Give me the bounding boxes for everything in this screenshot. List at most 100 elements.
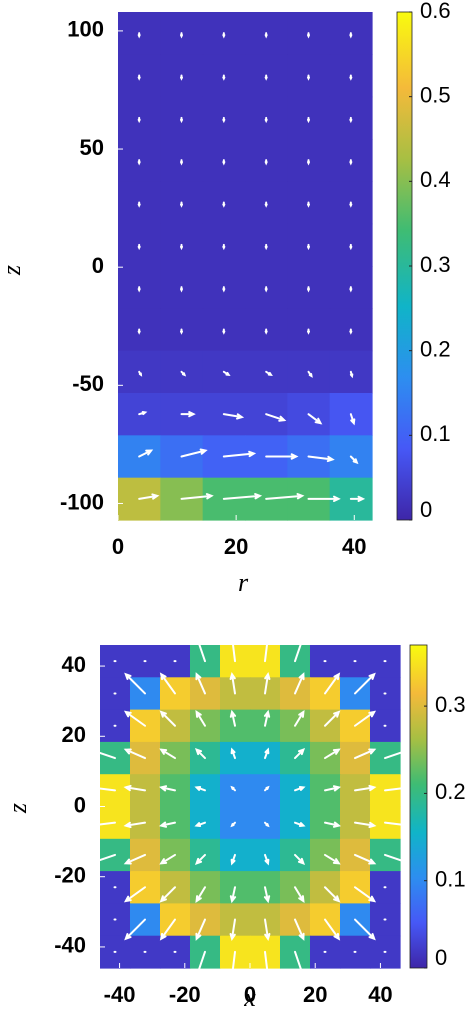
quiver-arrow xyxy=(222,370,231,377)
quiver-arrow xyxy=(264,159,268,166)
quiver-arrow xyxy=(307,413,323,425)
quiver-arrow xyxy=(137,286,141,293)
y-tick-label: 0 xyxy=(74,792,86,817)
quiver-arrow xyxy=(265,453,299,460)
quiver-arrow xyxy=(306,328,311,335)
quiver-arrow xyxy=(124,672,146,695)
quiver-arrow xyxy=(195,886,206,904)
quiver-arrow xyxy=(264,747,270,760)
quiver-arrow xyxy=(263,709,271,727)
y-axis-label: z xyxy=(3,803,32,814)
colorbar-tick-label: 0.1 xyxy=(420,421,451,446)
y-tick-label: 100 xyxy=(67,17,104,42)
colorbar-tick-label: 0.1 xyxy=(435,867,466,892)
y-tick-label: 20 xyxy=(62,722,86,747)
quiver-arrow xyxy=(349,116,353,124)
quiver-arrow xyxy=(306,116,311,124)
quiver-arrow xyxy=(88,821,116,829)
quiver-arrow xyxy=(123,748,146,760)
quiver-arrow xyxy=(306,243,311,251)
quiver-arrow xyxy=(349,328,353,335)
quiver-arrow xyxy=(349,286,353,293)
colorbar-tick-label: 0.2 xyxy=(420,336,451,361)
quiver-arrow xyxy=(307,370,313,378)
x-tick-label: 20 xyxy=(224,534,248,559)
quiver-arrow xyxy=(195,918,206,941)
quiver-arrow xyxy=(137,32,141,39)
quiver-arrow xyxy=(123,710,146,727)
quiver-arrow xyxy=(194,634,206,663)
quiver-arrow xyxy=(138,449,154,458)
colorbar-tick-label: 0.6 xyxy=(420,0,451,23)
quiver-arrow xyxy=(179,286,184,293)
quiver-arrow xyxy=(354,710,377,727)
quiver-arrow xyxy=(306,286,311,293)
quiver-arrow xyxy=(294,672,305,695)
quiver-arrow xyxy=(265,413,287,422)
quiver-arrow xyxy=(194,785,206,792)
quiver-arrow xyxy=(222,243,226,251)
quiver-arrow xyxy=(294,709,305,727)
quiver-arrow xyxy=(180,370,187,377)
quiver-arrow xyxy=(137,243,141,251)
quiver-arrow xyxy=(324,748,341,760)
quiver-arrow xyxy=(294,918,305,941)
quiver-arrow xyxy=(264,853,270,866)
quiver-arrow xyxy=(179,243,184,251)
quiver-arrow xyxy=(159,710,176,727)
quiver-arrow xyxy=(264,286,268,293)
quiver-arrow xyxy=(265,370,273,377)
quiver-arrow xyxy=(307,455,335,463)
quiver-arrow xyxy=(194,853,206,865)
quiver-arrow xyxy=(179,116,184,124)
quiver-arrow xyxy=(294,634,306,663)
colorbar-tick-label: 0.5 xyxy=(420,82,451,107)
quiver-arrow xyxy=(159,918,176,941)
colorbar-tick-label: 0.4 xyxy=(420,167,451,192)
x-axis-label: r xyxy=(238,568,249,597)
quiver-arrow xyxy=(138,493,160,500)
quiver-arrow xyxy=(306,159,311,166)
quiver-arrow xyxy=(159,672,176,695)
quiver-arrow xyxy=(349,243,353,251)
quiver-arrow xyxy=(230,785,236,792)
quiver-arrow xyxy=(324,672,341,695)
x-tick-label: -40 xyxy=(104,982,136,1007)
quiver-arrow xyxy=(265,493,305,500)
quiver-arrow xyxy=(230,821,236,828)
quiver-arrow xyxy=(179,32,184,39)
quiver-arrow xyxy=(222,286,226,293)
quiver-arrow xyxy=(137,116,141,124)
quiver-arrow xyxy=(194,821,206,828)
y-tick-label: 0 xyxy=(92,253,104,278)
quiver-arrow xyxy=(263,886,271,904)
quiver-arrow xyxy=(349,159,353,166)
quiver-arrow xyxy=(307,495,341,503)
quiver-arrow xyxy=(158,821,176,828)
quiver-arrow xyxy=(349,32,353,39)
quiver-arrow xyxy=(324,710,341,727)
x-tick-label: 40 xyxy=(342,534,366,559)
quiver-arrow xyxy=(137,159,141,166)
quiver-arrow xyxy=(294,748,306,760)
quiver-arrow xyxy=(222,493,263,500)
colorbar-tick-label: 0.3 xyxy=(435,692,466,717)
quiver-arrow xyxy=(294,950,306,979)
quiver-arrow xyxy=(179,328,184,335)
quiver-arrow xyxy=(159,748,176,760)
quiver-arrow xyxy=(294,821,306,828)
y-tick-label: -40 xyxy=(54,933,86,958)
quiver-arrow xyxy=(349,455,359,465)
quiver-arrow xyxy=(306,32,311,39)
quiver-arrow xyxy=(229,709,237,727)
quiver-arrow xyxy=(138,410,148,416)
quiver-arrow xyxy=(324,785,342,792)
colorbar-tick-label: 0 xyxy=(435,945,447,970)
quiver-arrow xyxy=(354,748,377,760)
y-tick-label: -100 xyxy=(60,489,104,514)
quiver-arrow xyxy=(324,821,342,828)
quiver-arrow xyxy=(222,328,226,335)
quiver-arrow xyxy=(264,32,268,39)
quiver-arrow xyxy=(264,950,271,979)
quiver-arrow xyxy=(264,328,268,335)
